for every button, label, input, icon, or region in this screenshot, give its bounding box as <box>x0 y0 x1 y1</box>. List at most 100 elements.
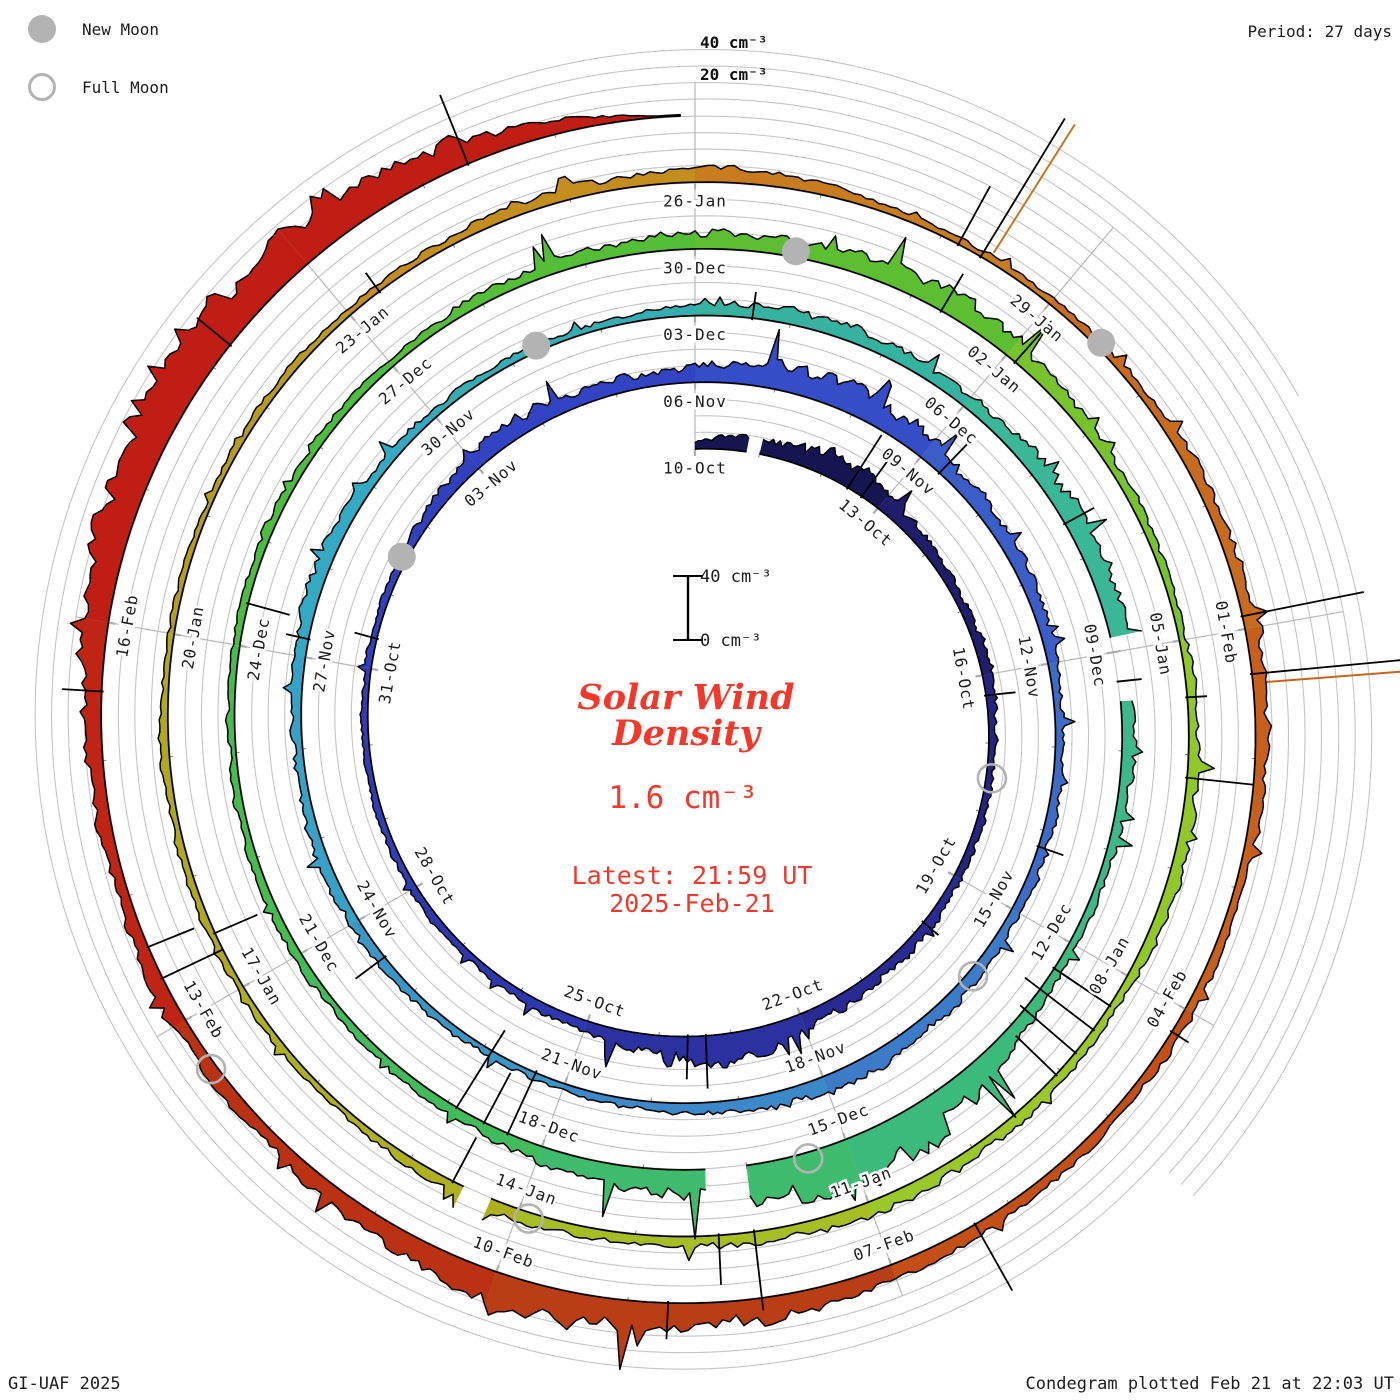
date-label-03-Dec: 03-Dec <box>663 325 727 344</box>
density-fill-segment <box>83 229 308 623</box>
spike <box>1015 1035 1059 1077</box>
date-label-06-Nov: 06-Nov <box>663 392 727 411</box>
full-moon-icon <box>28 73 56 101</box>
date-label-16-Feb: 16-Feb <box>112 593 142 659</box>
date-label-26-Jan: 26-Jan <box>663 192 727 211</box>
full-moon-marker <box>976 763 1008 794</box>
moon-legend: New Moon Full Moon <box>28 6 169 122</box>
spike <box>1013 331 1042 365</box>
spike <box>454 1029 506 1110</box>
density-fill-segment <box>920 432 1065 664</box>
latest-timestamp: Latest: 21:59 UT 2025-Feb-21 <box>572 862 813 918</box>
spike <box>1169 1029 1190 1044</box>
spike <box>665 1300 670 1340</box>
density-fill-segment <box>799 875 963 1039</box>
density-fill-segment <box>695 434 750 452</box>
spike <box>1240 591 1364 618</box>
spike <box>983 691 1016 697</box>
spike <box>1036 844 1064 857</box>
full-moon-marker <box>792 1143 824 1174</box>
spike <box>146 927 195 949</box>
spike <box>1249 659 1400 676</box>
density-fill-segment <box>481 1198 520 1222</box>
density-fill-segment <box>562 1076 829 1115</box>
density-fill-segment <box>822 909 1020 1095</box>
density-fill-segment <box>1069 700 1143 946</box>
density-fill-segment <box>358 449 479 669</box>
density-fill-segment <box>759 439 889 509</box>
density-fill-segment <box>1006 321 1185 641</box>
density-fill-segment <box>695 229 1023 355</box>
density-fill-segment <box>173 1020 497 1305</box>
date-label-10-Oct: 10-Oct <box>663 459 727 478</box>
new-moon-marker <box>522 331 551 360</box>
spike <box>939 273 964 313</box>
density-fill-segment <box>695 297 971 406</box>
spike <box>482 1072 512 1125</box>
day-tick <box>758 450 761 458</box>
density-trace <box>69 113 1273 1371</box>
spike <box>752 1229 765 1311</box>
density-fill-segment <box>346 167 695 316</box>
date-label-20-Jan: 20-Jan <box>178 604 208 670</box>
spike <box>439 94 470 166</box>
spike <box>973 1222 1014 1291</box>
spike <box>212 913 258 935</box>
outer-gridline-label-40: 40 cm⁻³ <box>700 33 768 52</box>
date-label-24-Dec: 24-Dec <box>244 616 274 682</box>
spike <box>354 955 387 980</box>
chart-title-line1: Solar Wind <box>577 677 795 718</box>
credit-label: GI-UAF 2025 <box>8 1374 121 1394</box>
new-moon-marker <box>781 237 810 266</box>
spoke-21 <box>75 616 372 670</box>
density-fill-segment <box>484 1264 897 1370</box>
density-fill-segment <box>278 114 681 264</box>
spike <box>685 1034 689 1080</box>
density-fill-segment <box>1049 297 1268 629</box>
day-tick <box>745 1161 748 1170</box>
spike <box>751 291 757 321</box>
spike <box>704 1033 709 1089</box>
baseline-spiral <box>100 115 1257 1305</box>
density-fill-segment <box>389 230 695 367</box>
spike <box>978 118 1066 259</box>
chart-title: Solar Wind Density <box>577 680 794 752</box>
density-fill-segment <box>1127 639 1215 981</box>
new-moon-marker <box>1087 328 1116 357</box>
scale-bottom-label: 0 cm⁻³ <box>700 631 762 651</box>
latest-line1: Latest: 21:59 UT <box>571 861 813 890</box>
spike <box>1185 776 1253 786</box>
spike <box>246 602 290 616</box>
spoke-24 <box>285 238 480 469</box>
spoke-18 <box>156 886 417 1038</box>
spike <box>451 1137 477 1184</box>
legend-full-moon: Full Moon <box>28 64 169 110</box>
spike <box>62 688 104 693</box>
label-tick <box>1106 649 1121 655</box>
spike <box>937 443 968 475</box>
density-fill-segment <box>431 304 695 418</box>
outer-gridline-label-20: 20 cm⁻³ <box>700 65 768 84</box>
density-fill-segment <box>583 1014 809 1068</box>
date-label-16-Oct: 16-Oct <box>949 646 979 712</box>
density-fill-segment <box>410 886 588 1032</box>
new-moon-icon <box>28 15 56 43</box>
spike <box>1024 976 1096 1032</box>
plotted-label: Condegram plotted Feb 21 at 22:03 UT <box>1025 1374 1394 1394</box>
density-fill-segment <box>70 618 186 1028</box>
full-moon-marker <box>195 1053 227 1085</box>
density-fill-segment <box>358 666 417 890</box>
density-fill-segment <box>695 329 936 457</box>
latest-line2: 2025-Feb-21 <box>609 889 775 918</box>
legend-new-moon: New Moon <box>28 6 169 52</box>
spike <box>845 434 883 490</box>
spike <box>1062 507 1095 526</box>
period-label: Period: 27 days <box>1247 22 1393 41</box>
density-fill-segment <box>158 633 244 990</box>
spike <box>506 1070 538 1136</box>
spike <box>1019 1004 1078 1055</box>
spike <box>160 949 223 980</box>
density-fill-segment <box>963 397 1142 638</box>
